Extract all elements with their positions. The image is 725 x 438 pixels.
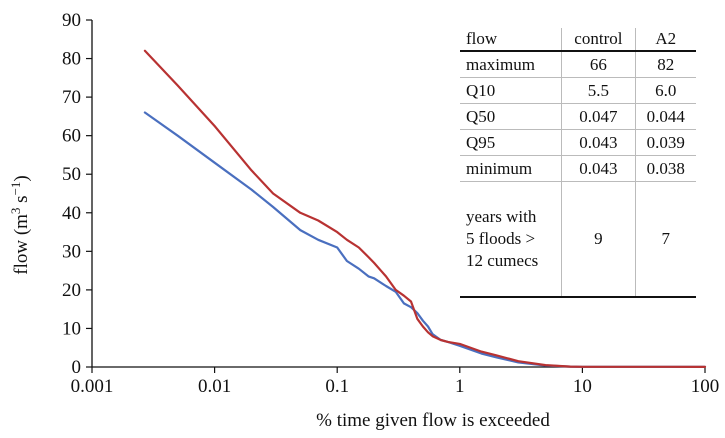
row-a2-value: 0.038 [635, 156, 696, 182]
row-control-value: 0.047 [562, 104, 635, 130]
flow-statistics-table: flow control A2 maximum 66 82 Q10 5.5 6.… [460, 28, 696, 298]
x-axis-title: % time given flow is exceeded [316, 410, 550, 431]
y-tick-label: 40 [62, 203, 81, 224]
floods-a2-value: 7 [635, 182, 696, 298]
floods-label-line-1: years with [466, 206, 555, 228]
table-row: Q10 5.5 6.0 [460, 78, 696, 104]
y-axis-title-end: ) [11, 175, 32, 181]
row-label: Q50 [460, 104, 562, 130]
floods-row-label: years with 5 floods > 12 cumecs [460, 182, 562, 298]
row-a2-value: 82 [635, 51, 696, 78]
y-axis-title-sup2: −1 [8, 182, 23, 196]
row-a2-value: 0.039 [635, 130, 696, 156]
floods-control-value: 9 [562, 182, 635, 298]
x-tick-label: 100 [691, 376, 720, 397]
table-header-row: flow control A2 [460, 28, 696, 51]
y-axis-title-mid: s [11, 195, 32, 207]
row-label: maximum [460, 51, 562, 78]
row-control-value: 0.043 [562, 156, 635, 182]
y-axis-title-main: flow (m [11, 214, 32, 275]
y-ticks: 0 10 20 30 40 50 60 70 80 90 [62, 10, 92, 378]
row-a2-value: 6.0 [635, 78, 696, 104]
row-label: Q95 [460, 130, 562, 156]
x-ticks: 0.001 0.01 0.1 1 10 100 [71, 367, 720, 397]
floods-label-line-3: 12 cumecs [466, 250, 555, 272]
y-tick-label: 90 [62, 10, 81, 31]
y-tick-label: 20 [62, 280, 81, 301]
x-tick-label: 10 [573, 376, 592, 397]
row-label: Q10 [460, 78, 562, 104]
x-tick-label: 0.001 [71, 376, 114, 397]
floods-label-line-2: 5 floods > [466, 228, 555, 250]
header-a2: A2 [635, 28, 696, 51]
x-tick-label: 1 [455, 376, 465, 397]
row-control-value: 66 [562, 51, 635, 78]
y-tick-label: 0 [72, 357, 82, 378]
row-control-value: 0.043 [562, 130, 635, 156]
y-tick-label: 80 [62, 49, 81, 70]
header-control: control [562, 28, 635, 51]
y-tick-label: 50 [62, 164, 81, 185]
table-row: minimum 0.043 0.038 [460, 156, 696, 182]
y-axis-title: flow (m3 s−1) [8, 175, 32, 275]
x-tick-label: 0.01 [198, 376, 231, 397]
row-label: minimum [460, 156, 562, 182]
y-tick-label: 70 [62, 87, 81, 108]
row-a2-value: 0.044 [635, 104, 696, 130]
row-control-value: 5.5 [562, 78, 635, 104]
y-tick-label: 10 [62, 318, 81, 339]
y-tick-label: 30 [62, 241, 81, 262]
table-row: Q95 0.043 0.039 [460, 130, 696, 156]
x-tick-label: 0.1 [325, 376, 349, 397]
table-row: maximum 66 82 [460, 51, 696, 78]
table-row-floods: years with 5 floods > 12 cumecs 9 7 [460, 182, 696, 298]
table-row: Q50 0.047 0.044 [460, 104, 696, 130]
y-tick-label: 60 [62, 126, 81, 147]
header-flow: flow [460, 28, 562, 51]
